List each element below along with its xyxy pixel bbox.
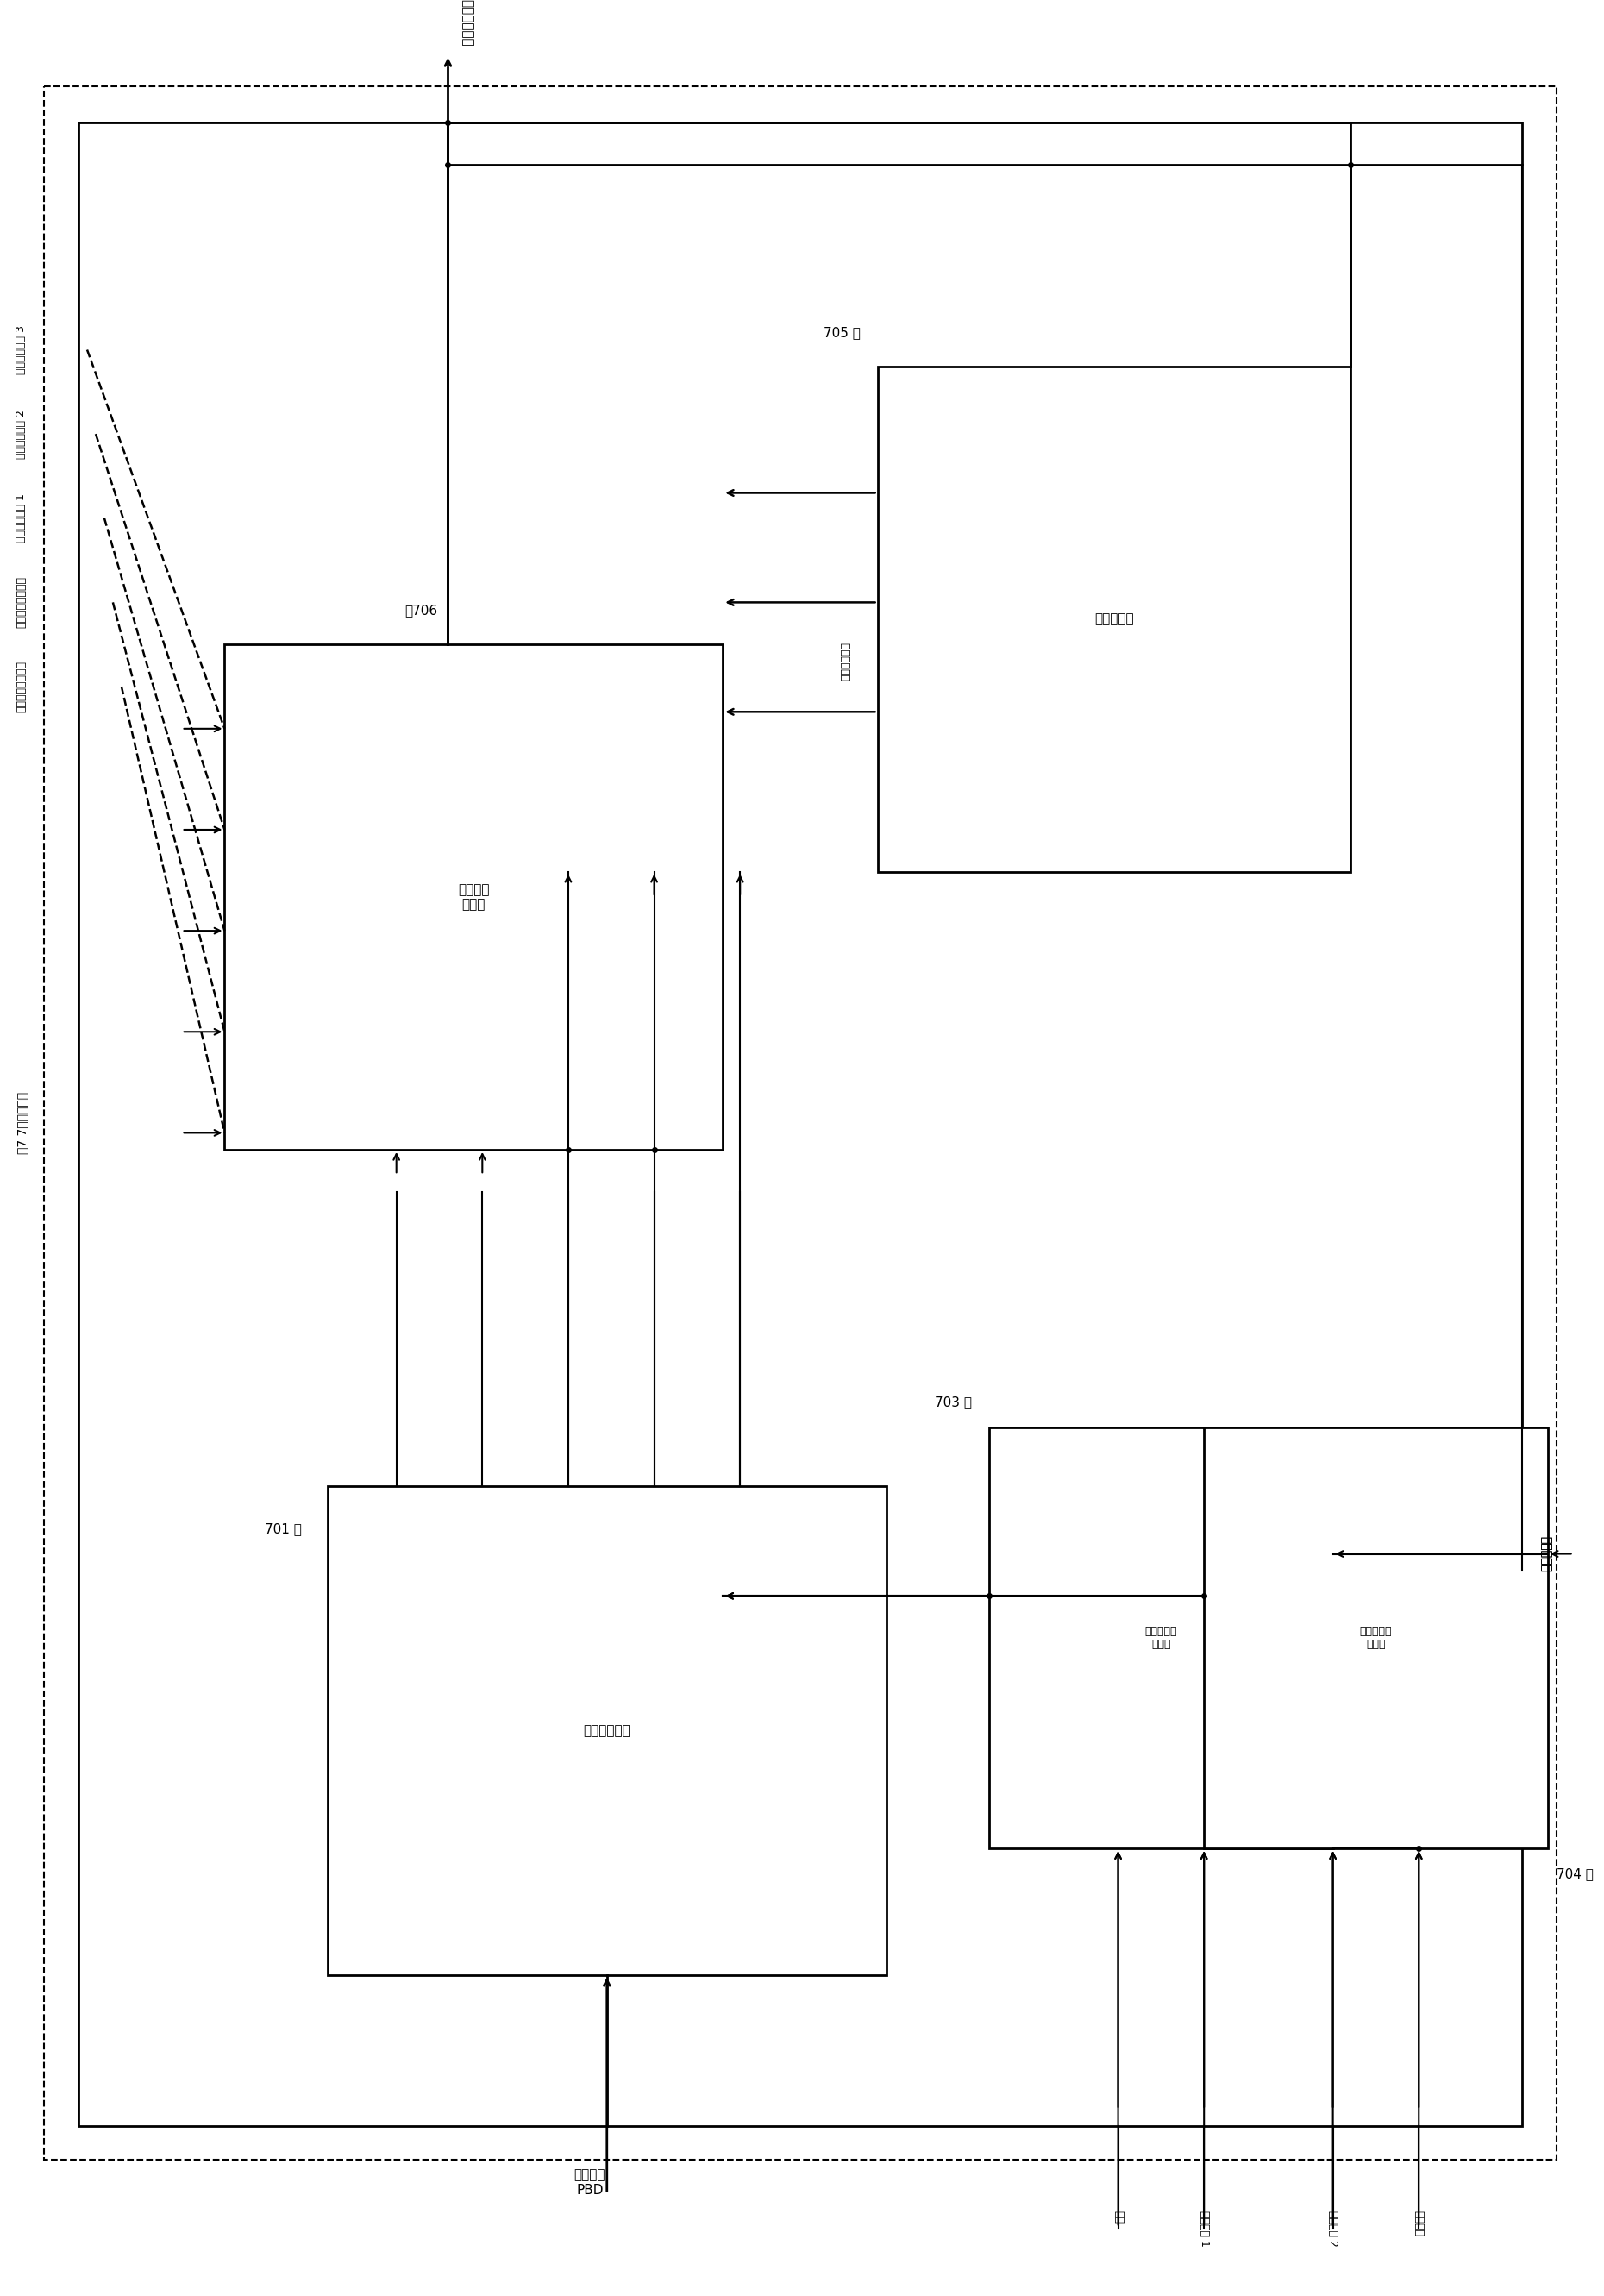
Text: 相位误差候补 3: 相位误差候补 3 xyxy=(16,326,27,374)
Text: 上升交叉检出信号: 上升交叉检出信号 xyxy=(16,576,27,629)
Bar xyxy=(225,645,723,1150)
Text: 相位误差数据: 相位误差数据 xyxy=(460,0,473,46)
Text: 再生数据
PBD: 再生数据 PBD xyxy=(574,2167,605,2197)
Text: 计数阈値 2: 计数阈値 2 xyxy=(1327,2211,1338,2248)
Text: 复位信号: 复位信号 xyxy=(1413,2211,1424,2236)
Text: 相位误差候补 1: 相位误差候补 1 xyxy=(16,494,27,542)
Bar xyxy=(990,1428,1333,1848)
Text: 相位误差候补 2: 相位误差候补 2 xyxy=(16,409,27,459)
Text: 下降交叉检出信号: 下降交叉检出信号 xyxy=(16,661,27,712)
Text: ～7 7相位比较器: ～7 7相位比较器 xyxy=(16,1093,29,1155)
Text: 上升基准値
保持部: 上升基准値 保持部 xyxy=(1145,1626,1177,1651)
Bar xyxy=(327,1486,885,1975)
Text: 上升基准値: 上升基准値 xyxy=(1540,1536,1551,1573)
Text: 阈値: 阈値 xyxy=(1113,2211,1124,2223)
Text: 下降基准値
保持部: 下降基准値 保持部 xyxy=(1360,1626,1392,1651)
Text: ～706: ～706 xyxy=(404,604,438,618)
Bar xyxy=(79,122,1522,2126)
Text: 705 ～: 705 ～ xyxy=(823,326,860,340)
Text: 下降基准値: 下降基准値 xyxy=(1540,1536,1551,1573)
Bar xyxy=(877,367,1351,872)
Bar xyxy=(1205,1428,1548,1848)
Text: 701 ～: 701 ～ xyxy=(265,1522,302,1536)
Text: 零交叉检出部: 零交叉检出部 xyxy=(584,1724,630,1738)
Text: 相位误差
输出部: 相位误差 输出部 xyxy=(459,884,489,912)
Text: 同步判定信号: 同步判定信号 xyxy=(840,643,852,680)
Text: 同步判定部: 同步判定部 xyxy=(1094,613,1134,627)
Text: 704 ～: 704 ～ xyxy=(1556,1867,1593,1880)
Text: 计数阈値 1: 计数阈値 1 xyxy=(1198,2211,1209,2248)
Text: 703 ～: 703 ～ xyxy=(935,1396,972,1410)
